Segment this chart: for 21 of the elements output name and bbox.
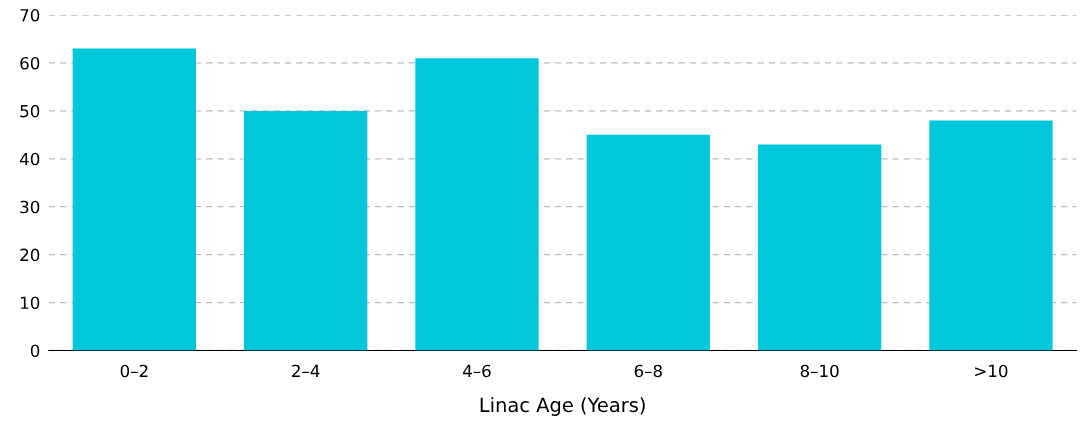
bar: [243, 110, 368, 351]
y-tick-label: 50: [20, 104, 40, 118]
y-tick-label: 0: [30, 344, 40, 358]
x-tick-label: 8–10: [800, 364, 839, 378]
y-tick-label: 70: [20, 9, 40, 22]
x-tick-label: 6–8: [634, 364, 662, 378]
x-tick-label: 2–4: [292, 364, 320, 377]
x-tick-label: >10: [975, 364, 1008, 378]
x-tick-label: 0–2: [120, 364, 148, 378]
bar: [415, 58, 539, 351]
y-tick-label: 60: [20, 56, 40, 70]
y-tick-label: 30: [20, 200, 40, 214]
y-tick-label: 40: [19, 152, 40, 166]
y-tick-label: 20: [20, 248, 40, 262]
x-axis-title: Linac Age (Years): [480, 397, 645, 416]
bar: [586, 134, 710, 351]
bar: [757, 144, 882, 351]
bar: [72, 48, 197, 351]
bar: [929, 120, 1053, 351]
x-tick-label: 4–6: [463, 364, 491, 378]
y-tick-label: 10: [20, 296, 40, 310]
